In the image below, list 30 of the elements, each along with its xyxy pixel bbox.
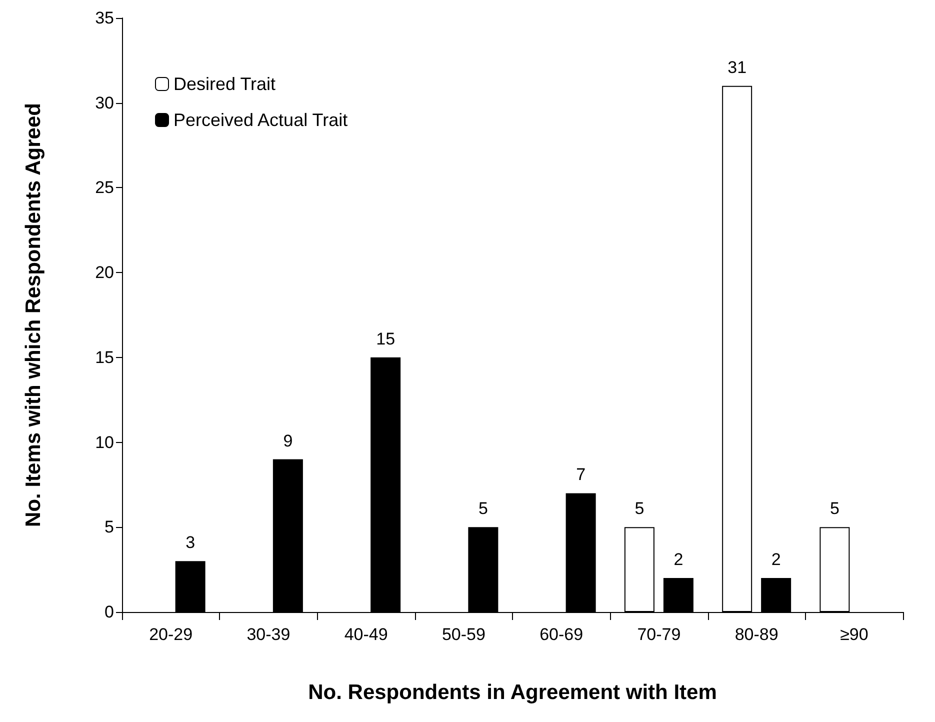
data-label: 2 xyxy=(771,550,781,570)
data-label: 2 xyxy=(674,550,684,570)
x-tick-label: 60-69 xyxy=(540,625,584,644)
legend-label: Perceived Actual Trait xyxy=(174,110,348,130)
y-tick-label: 0 xyxy=(104,602,114,622)
x-tick-label: ≥90 xyxy=(840,625,868,644)
data-label: 5 xyxy=(634,499,644,518)
x-tick-label: 50-59 xyxy=(442,625,486,644)
y-tick-label: 25 xyxy=(95,178,114,198)
data-label: 31 xyxy=(728,58,747,77)
x-tick-label: 20-29 xyxy=(149,625,193,644)
y-tick-label: 30 xyxy=(95,93,114,112)
y-tick-label: 10 xyxy=(95,432,114,452)
y-tick-label: 15 xyxy=(95,348,114,367)
x-axis-title: No. Respondents in Agreement with Item xyxy=(308,681,717,704)
x-tick-label: 70-79 xyxy=(637,625,681,644)
data-label: 3 xyxy=(186,533,196,552)
y-tick-label: 35 xyxy=(95,8,114,28)
data-label: 5 xyxy=(830,499,840,518)
x-tick-label: 40-49 xyxy=(344,625,388,644)
data-label: 5 xyxy=(478,499,488,518)
legend-label: Desired Trait xyxy=(174,74,276,94)
data-label: 7 xyxy=(576,465,586,484)
y-tick-label: 20 xyxy=(95,263,114,282)
data-label: 9 xyxy=(283,431,293,450)
x-tick-label: 30-39 xyxy=(246,625,290,644)
y-tick-label: 5 xyxy=(104,518,114,537)
data-label: 15 xyxy=(376,329,396,348)
x-tick-label: 80-89 xyxy=(734,625,778,644)
y-axis-title: No. Items with which Respondents Agreed xyxy=(22,103,45,527)
